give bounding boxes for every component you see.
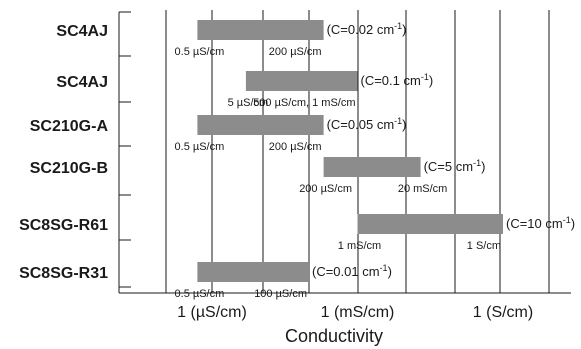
cell-constant-label: (C=10 cm-1) (506, 215, 575, 231)
category-label: SC8SG-R61 (19, 217, 108, 234)
range-low-label: 0.5 µS/cm (175, 46, 225, 58)
range-high-label: 500 µS/cm, 1 mS/cm (253, 97, 355, 109)
range-low-label: 1 mS/cm (338, 240, 381, 252)
range-high-label: 200 µS/cm (269, 46, 322, 58)
range-bar (197, 262, 309, 282)
range-bar (197, 20, 324, 40)
cell-constant-label: (C=0.01 cm-1) (312, 263, 392, 279)
category-label: SC8SG-R31 (19, 265, 108, 282)
range-bar (197, 115, 324, 135)
cell-constant-label: (C=0.05 cm-1) (327, 116, 407, 132)
category-label: SC210G-A (30, 118, 109, 135)
x-axis-title: Conductivity (285, 326, 383, 346)
range-bar (323, 157, 421, 177)
range-low-label: 200 µS/cm (299, 183, 352, 195)
cell-constant-label: (C=0.02 cm-1) (327, 21, 407, 37)
range-high-label: 1 S/cm (467, 240, 501, 252)
range-bar (245, 71, 358, 91)
category-label: SC4AJ (56, 23, 108, 40)
x-tick-label: 1 (mS/cm) (321, 304, 395, 321)
range-high-label: 100 µS/cm (254, 288, 307, 300)
cell-constant-label: (C=5 cm-1) (424, 158, 486, 174)
range-high-label: 200 µS/cm (269, 141, 322, 153)
cell-constant-label: (C=0.1 cm-1) (361, 72, 434, 88)
range-low-label: 5 µS/cm (228, 97, 269, 109)
x-tick-label: 1 (µS/cm) (177, 304, 247, 321)
range-bar (357, 214, 503, 234)
range-low-label: 0.5 µS/cm (175, 141, 225, 153)
range-high-label: 20 mS/cm (398, 183, 448, 195)
x-tick-label: 1 (S/cm) (473, 304, 533, 321)
range-low-label: 0.5 µS/cm (175, 288, 225, 300)
category-label: SC4AJ (56, 74, 108, 91)
category-label: SC210G-B (30, 160, 108, 177)
